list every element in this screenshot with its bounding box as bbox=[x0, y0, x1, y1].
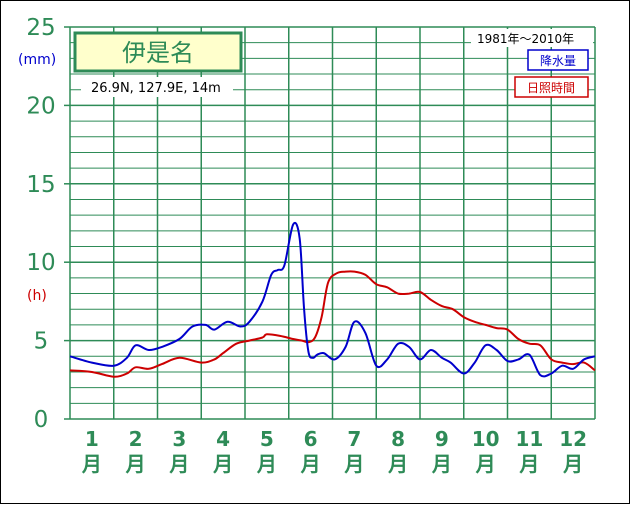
x-tick-suffix: 月 bbox=[431, 452, 452, 476]
grid-lines bbox=[64, 26, 596, 420]
x-tick-suffix: 月 bbox=[387, 452, 408, 476]
y-tick-labels: 0 5 10 15 20 25 bbox=[26, 15, 55, 433]
x-tick-label: 9 bbox=[435, 427, 449, 451]
x-tick-label: 10 bbox=[472, 427, 500, 451]
x-tick-label: 12 bbox=[559, 427, 587, 451]
period-box bbox=[471, 29, 593, 47]
precipitation-line bbox=[69, 221, 596, 378]
x-tick-suffix: 月 bbox=[518, 452, 539, 476]
legend-sunshine: 日照時間 bbox=[527, 81, 575, 95]
x-tick-suffix: 月 bbox=[125, 452, 146, 476]
x-tick-label: 3 bbox=[172, 427, 186, 451]
x-tick-label: 1 bbox=[85, 427, 99, 451]
y-tick-label: 20 bbox=[26, 93, 55, 119]
sunshine-line bbox=[69, 270, 596, 378]
x-tick-suffix: 月 bbox=[256, 452, 277, 476]
x-tick-suffix: 月 bbox=[562, 452, 583, 476]
legend-precipitation: 降水量 bbox=[540, 54, 576, 68]
x-tick-label: 11 bbox=[515, 427, 543, 451]
x-tick-label: 4 bbox=[216, 427, 230, 451]
x-tick-suffix: 月 bbox=[212, 452, 233, 476]
y-tick-label: 5 bbox=[34, 329, 49, 355]
station-name: 伊是名 bbox=[122, 39, 194, 67]
legend-sunshine-box bbox=[514, 76, 589, 98]
station-box bbox=[73, 31, 243, 73]
station-location: 26.9N, 127.9E, 14m bbox=[91, 81, 221, 96]
period-label: 1981年〜2010年 bbox=[477, 32, 574, 46]
x-tick-label: 5 bbox=[260, 427, 274, 451]
sunshine-unit: (h) bbox=[27, 288, 47, 304]
y-tick-label: 0 bbox=[34, 407, 49, 433]
x-tick-label: 6 bbox=[304, 427, 318, 451]
y-tick-label: 15 bbox=[26, 172, 55, 198]
x-tick-suffix: 月 bbox=[343, 452, 364, 476]
precipitation-unit: (mm) bbox=[18, 52, 56, 68]
x-tick-suffix: 月 bbox=[300, 452, 321, 476]
x-tick-label: 2 bbox=[129, 427, 143, 451]
x-tick-suffix: 月 bbox=[81, 452, 102, 476]
x-tick-suffix: 月 bbox=[475, 452, 496, 476]
x-tick-suffix: 月 bbox=[168, 452, 189, 476]
y-tick-label: 10 bbox=[26, 250, 55, 276]
y-tick-label: 25 bbox=[26, 15, 55, 41]
legend-precipitation-box bbox=[527, 49, 589, 71]
location-box bbox=[81, 77, 233, 97]
x-tick-label: 8 bbox=[391, 427, 405, 451]
x-tick-label: 7 bbox=[347, 427, 361, 451]
series-lines bbox=[69, 221, 596, 378]
